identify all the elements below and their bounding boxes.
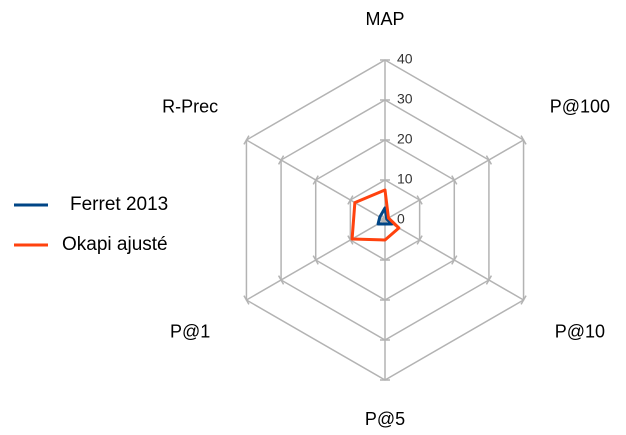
tick-mark xyxy=(243,295,250,305)
category-label: P@1 xyxy=(170,321,210,341)
axis-tick-label: 40 xyxy=(397,51,413,67)
axis-tick-label: 30 xyxy=(397,91,413,107)
axis-tick-label: 10 xyxy=(397,171,413,187)
tick-mark xyxy=(347,195,354,205)
category-label: MAP xyxy=(365,9,404,29)
tick-mark xyxy=(416,235,423,245)
category-label: P@10 xyxy=(555,321,605,341)
tick-mark xyxy=(451,175,458,185)
series-line xyxy=(350,188,401,242)
category-label: R-Prec xyxy=(162,96,218,116)
tick-mark xyxy=(416,195,423,205)
legend-label: Okapi ajusté xyxy=(62,234,168,255)
tick-mark xyxy=(520,135,527,145)
axis-tick-label: 20 xyxy=(397,131,413,147)
tick-mark xyxy=(347,235,354,245)
series-line xyxy=(376,206,394,226)
tick-mark xyxy=(243,135,250,145)
legend-label: Ferret 2013 xyxy=(70,194,168,215)
category-label: P@100 xyxy=(550,96,610,116)
axis-tick-label: 0 xyxy=(397,211,405,227)
tick-mark xyxy=(485,155,493,165)
tick-mark xyxy=(451,255,458,265)
tick-mark xyxy=(312,175,319,185)
tick-mark xyxy=(277,155,285,165)
tick-mark xyxy=(520,295,527,305)
tick-mark xyxy=(277,275,285,285)
category-label: P@5 xyxy=(365,409,405,429)
tick-mark xyxy=(312,255,319,265)
tick-mark xyxy=(485,275,493,285)
